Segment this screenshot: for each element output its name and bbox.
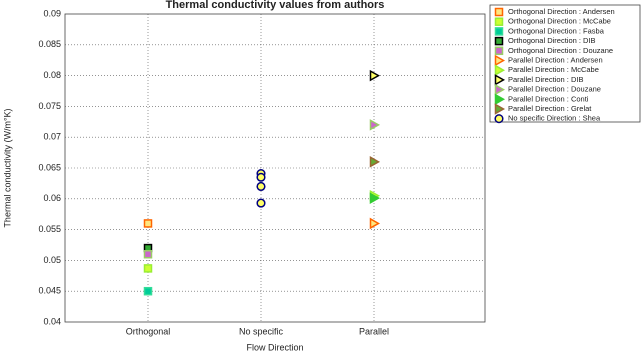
marker <box>256 172 266 182</box>
marker <box>256 198 266 208</box>
x-tick-label: No specific <box>239 326 284 336</box>
legend-label: Orthogonal Direction : DIB <box>508 36 596 45</box>
x-tick-label: Orthogonal <box>126 326 171 336</box>
legend-marker <box>494 7 504 17</box>
legend-marker <box>494 93 506 106</box>
marker <box>143 264 153 273</box>
legend-label: Parallel Direction : Douzane <box>508 85 601 94</box>
y-tick-label: 0.08 <box>43 70 61 80</box>
legend-label: Parallel Direction : McCabe <box>508 65 599 74</box>
marker <box>143 286 153 296</box>
legend-marker <box>494 27 504 36</box>
x-axis-label: Flow Direction <box>246 342 303 352</box>
marker <box>369 217 381 230</box>
marker <box>369 119 381 131</box>
y-tick-label: 0.075 <box>38 101 61 111</box>
chart-title: Thermal conductivity values from authors <box>166 0 385 11</box>
legend-label: Parallel Direction : Andersen <box>508 55 603 64</box>
legend-marker <box>494 64 506 76</box>
y-tick-label: 0.055 <box>38 224 61 234</box>
legend-label: No specific Direction : Shea <box>508 114 601 123</box>
y-tick-label: 0.045 <box>38 286 61 296</box>
legend-box <box>489 4 641 123</box>
legend-marker <box>494 54 506 67</box>
legend-label: Orthogonal Direction : McCabe <box>508 17 611 26</box>
x-tick-label: Parallel <box>359 326 389 336</box>
legend-marker <box>494 36 504 46</box>
marker <box>369 156 381 168</box>
legend-label: Orthogonal Direction : Fasba <box>508 26 605 35</box>
y-tick-label: 0.085 <box>38 39 61 49</box>
y-tick-label: 0.09 <box>43 8 61 18</box>
marker <box>369 69 381 82</box>
y-tick-label: 0.06 <box>43 193 61 203</box>
marker <box>143 249 153 259</box>
legend-marker <box>494 46 504 56</box>
y-tick-label: 0.05 <box>43 255 61 265</box>
y-tick-label: 0.065 <box>38 162 61 172</box>
legend-label: Parallel Direction : Grelat <box>508 104 592 113</box>
legend-label: Orthogonal Direction : Douzane <box>508 46 613 55</box>
legend-marker <box>494 114 504 124</box>
legend-marker <box>494 83 506 96</box>
legend-label: Orthogonal Direction : Andersen <box>508 7 615 16</box>
legend-marker <box>494 103 506 115</box>
y-axis-label: Thermal conductivity (W/m°K) <box>2 108 12 227</box>
y-tick-label: 0.04 <box>43 316 61 326</box>
legend-marker <box>494 74 506 86</box>
legend-marker <box>494 17 504 26</box>
legend-label: Parallel Direction : DIB <box>508 75 583 84</box>
legend-label: Parallel Direction : Conti <box>508 94 589 103</box>
marker <box>369 192 381 204</box>
y-tick-label: 0.07 <box>43 132 61 142</box>
marker <box>256 181 266 192</box>
marker <box>143 219 153 228</box>
